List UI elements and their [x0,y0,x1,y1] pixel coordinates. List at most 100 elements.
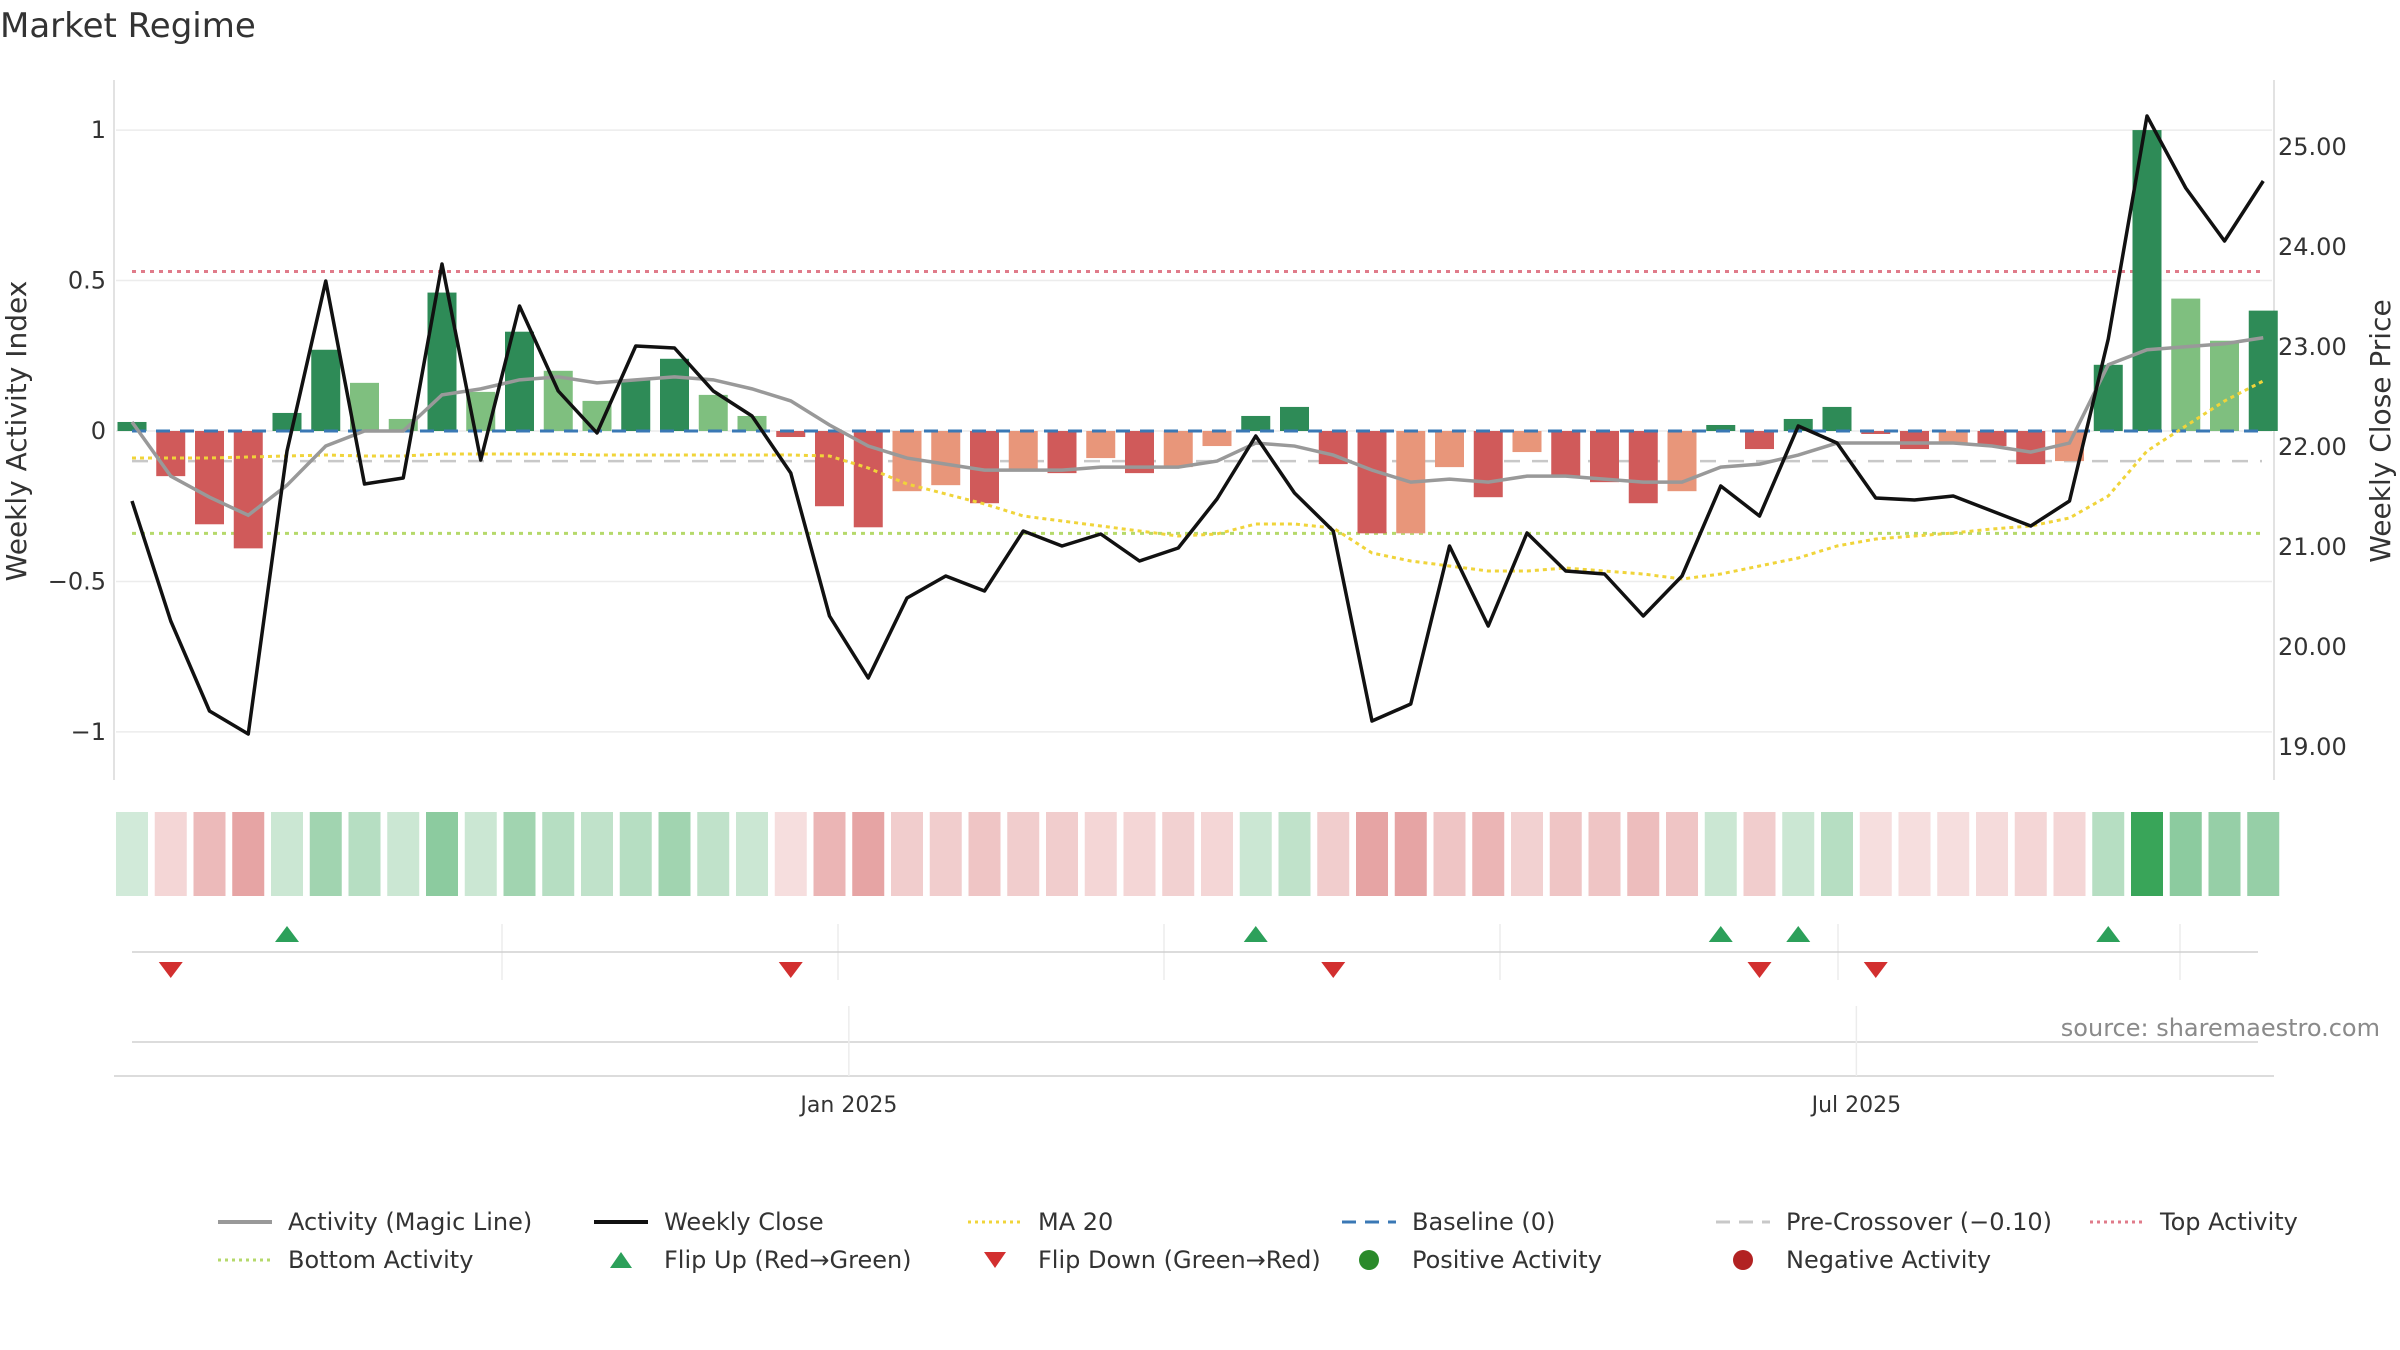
regime-strip-cell [464,812,497,896]
regime-strip-cell [1201,812,1233,896]
regime-strip-cell [1821,812,1853,896]
activity-bar [1977,431,2007,447]
left-tick-label: 1 [91,116,106,144]
flip-up-marker [2096,926,2121,942]
regime-strip-cell [1627,812,1660,896]
triangle-up-icon [610,1252,632,1268]
flip-up-marker [275,926,299,942]
regime-strip-cell [1511,812,1543,896]
legend-label: Flip Up (Red→Green) [664,1246,912,1274]
flip-down-marker [778,962,803,978]
activity-bar [1086,431,1116,459]
regime-strip-cell [1007,812,1040,896]
regime-strip-cell [736,812,768,896]
regime-strip-cell [1666,812,1698,896]
activity-bar [1047,431,1077,474]
flip-up-marker [1243,926,1268,942]
activity-bar [621,379,651,431]
regime-strip-cell [1239,812,1272,896]
chart-title: Market Regime [0,6,256,46]
legend-item-flip-down: Flip Down (Green→Red) [966,1242,1321,1278]
regime-strip-cell [1588,812,1621,896]
right-tick-label: 20.00 [2278,633,2347,661]
activity-bar [1280,406,1309,431]
activity-bar [1357,431,1387,534]
legend-item-positive-activity: Positive Activity [1340,1242,1602,1278]
right-tick-label: 23.00 [2278,333,2347,361]
regime-strip-cell [2169,812,2202,896]
regime-strip-cell [1394,812,1427,896]
legend-item-magic-line: Activity (Magic Line) [216,1204,532,1240]
activity-bar [1861,431,1891,435]
legend-label: Activity (Magic Line) [288,1208,533,1236]
legend-item-flip-up: Flip Up (Red→Green) [592,1242,912,1278]
left-axis-label: Weekly Activity Index [0,281,33,582]
activity-bar [2171,298,2201,431]
right-tick-label: 24.00 [2278,233,2347,261]
triangle-down-icon [984,1252,1006,1268]
regime-strip-cell [154,812,187,896]
legend-item-negative-activity: Negative Activity [1714,1242,1991,1278]
regime-strip-cell [503,812,536,896]
activity-bar [815,431,844,507]
activity-bar [698,394,728,431]
regime-strip-cell [1472,812,1505,896]
x-tick-label: Jan 2025 [798,1093,897,1118]
legend-label: Flip Down (Green→Red) [1038,1246,1321,1274]
legend-label: Positive Activity [1412,1246,1602,1274]
regime-strip-cell [2208,812,2241,896]
regime-strip-cell [852,812,885,896]
regime-strip-cell [1937,812,1970,896]
flip-down-marker [1747,962,1772,978]
legend-label: Weekly Close [664,1208,824,1236]
regime-strip-cell [813,812,846,896]
legend-label: Bottom Activity [288,1246,474,1274]
regime-strip-cell [1704,812,1737,896]
activity-bar [1900,431,1929,450]
legend-label: Baseline (0) [1412,1208,1556,1236]
legend-item-top-activity: Top Activity [2088,1204,2298,1240]
regime-strip-cell [1859,812,1892,896]
activity-bar [1628,431,1658,504]
legend-item-bottom-activity: Bottom Activity [216,1242,473,1278]
right-tick-label: 25.00 [2278,133,2347,161]
weekly-close-line [130,114,2265,736]
regime-strip-cell [232,812,265,896]
regime-strip-cell [1084,812,1117,896]
activity-bar [2210,340,2239,431]
regime-strip-cell [2092,812,2125,896]
regime-strip-cell [929,812,962,896]
activity-bar [156,431,186,477]
regime-strip-cell [2014,812,2047,896]
magic-line [130,335,2264,518]
regime-strip-cell [1278,812,1311,896]
regime-strip-cell [1433,812,1466,896]
regime-strip-cell [1046,812,1078,896]
legend-label: MA 20 [1038,1208,1114,1236]
activity-bar [1706,424,1736,431]
activity-bar [1590,431,1619,483]
flip-down-marker [1863,962,1888,978]
regime-strip-cell [697,812,730,896]
regime-strip-cell [426,812,458,896]
regime-strip-cell [1356,812,1388,896]
regime-strip-cell [1898,812,1931,896]
activity-bar [1241,415,1271,431]
activity-bar [350,382,379,431]
flip-up-marker [1708,926,1733,942]
x-tick-label: Jul 2025 [1810,1093,1902,1118]
activity-bar [1822,406,1852,431]
left-tick-label: 0.5 [68,267,106,295]
regime-strip-cell [348,812,381,896]
right-tick-label: 21.00 [2278,533,2347,561]
activity-bar [582,400,612,431]
right-tick-label: 22.00 [2278,433,2347,461]
legend-label: Top Activity [2160,1208,2298,1236]
legend-item-pre-crossover: Pre-Crossover (−0.10) [1714,1204,2052,1240]
regime-strip-cell [1743,812,1776,896]
flip-down-marker [158,962,183,978]
activity-bar [311,349,341,431]
activity-bar [272,412,302,431]
red-dot-icon [1733,1250,1753,1270]
